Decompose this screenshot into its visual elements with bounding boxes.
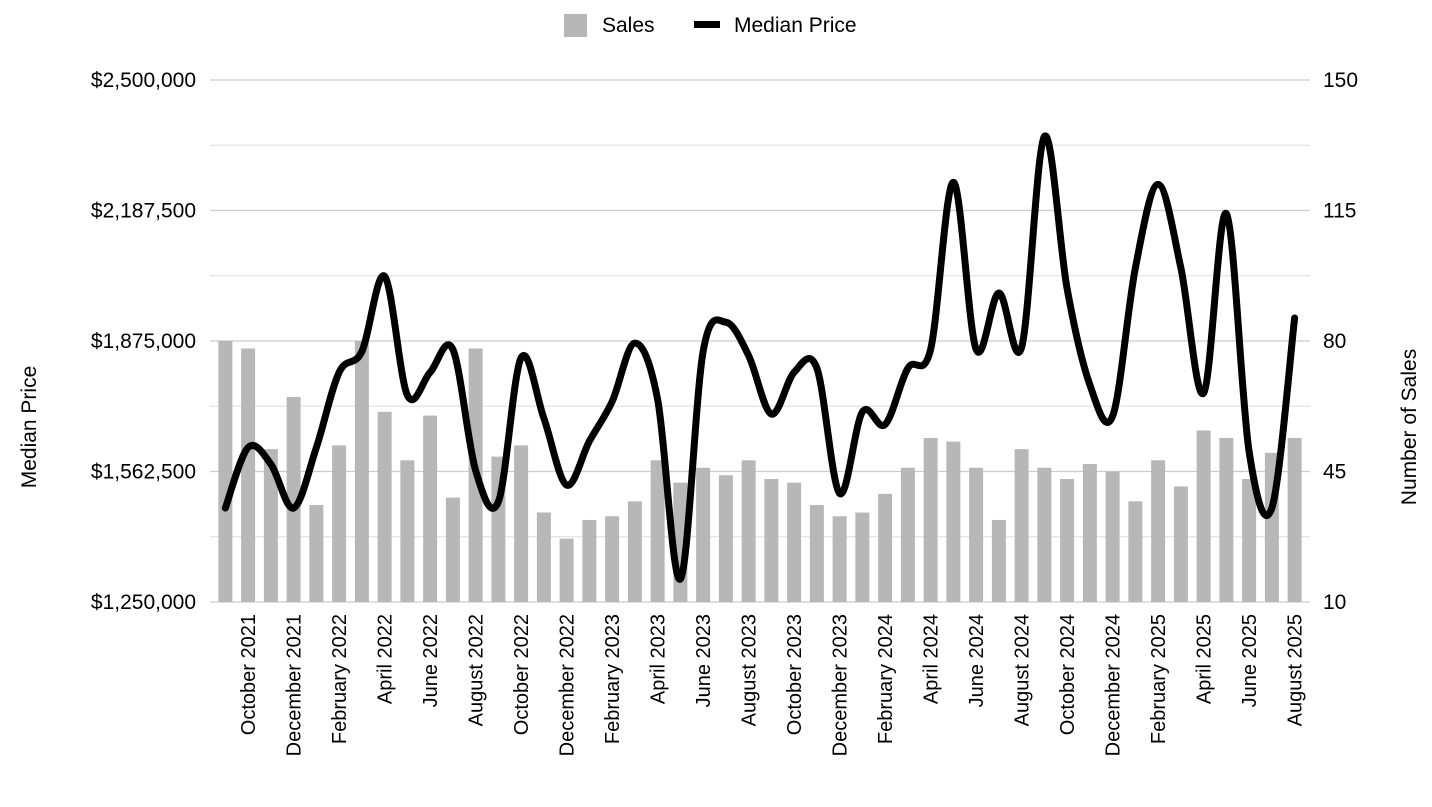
- left-axis-tick-label: $1,250,000: [91, 591, 196, 614]
- x-axis-tick-label: October 2022: [511, 614, 533, 735]
- left-axis: $1,250,000 $1,562,500 $1,875,000 $2,187,500…: [91, 69, 196, 614]
- sales-bar: [718, 475, 733, 602]
- sales-bar: [400, 460, 415, 602]
- legend-median-price-swatch: [694, 21, 720, 28]
- sales-bar: [696, 467, 711, 602]
- sales-bar: [582, 519, 597, 602]
- left-axis-tick-label: $2,187,500: [91, 200, 196, 223]
- sales-bar: [445, 497, 460, 602]
- sales-bar: [1196, 430, 1211, 602]
- right-axis-tick-label: 10: [1323, 591, 1346, 614]
- sales-bar: [218, 341, 233, 602]
- x-axis-tick-label: April 2022: [375, 614, 397, 704]
- sales-bar: [286, 396, 301, 602]
- sales-bar: [332, 445, 347, 602]
- x-axis-tick-label: April 2025: [1194, 614, 1216, 704]
- sales-bar: [1151, 460, 1166, 602]
- right-axis-tick-label: 115: [1323, 200, 1356, 223]
- median-price-line: [221, 132, 1299, 583]
- x-axis-tick-label: August 2022: [466, 614, 488, 726]
- x-axis-tick-label: December 2021: [284, 614, 306, 756]
- sales-bar: [354, 341, 369, 602]
- legend-sales-label: Sales: [602, 14, 655, 37]
- sales-bar: [627, 501, 642, 602]
- x-axis-tick-label: February 2023: [602, 614, 624, 744]
- gridlines: [210, 79, 1310, 603]
- sales-bar: [900, 467, 915, 602]
- sales-bar: [1082, 464, 1097, 602]
- median-price-line-group: [221, 132, 1299, 583]
- x-axis-tick-label: June 2025: [1239, 614, 1261, 707]
- x-axis-tick-label: August 2025: [1285, 614, 1307, 726]
- left-axis-title: Median Price: [18, 366, 41, 489]
- sales-bar: [923, 437, 938, 602]
- legend: Sales Median Price: [564, 14, 857, 37]
- sales-bar: [764, 478, 779, 602]
- sales-bar: [741, 460, 756, 602]
- x-axis-tick-label: August 2024: [1012, 614, 1034, 726]
- x-axis-tick-label: February 2022: [329, 614, 351, 744]
- x-axis-tick-label: February 2025: [1148, 614, 1170, 744]
- sales-bar: [878, 493, 893, 602]
- x-axis-tick-label: June 2022: [420, 614, 442, 707]
- right-axis-tick-label: 150: [1323, 69, 1358, 92]
- legend-median-price-label: Median Price: [734, 14, 857, 37]
- x-axis-tick-label: October 2023: [784, 614, 806, 735]
- sales-bar: [969, 467, 984, 602]
- legend-sales-swatch: [564, 14, 587, 37]
- sales-bar: [1219, 437, 1234, 602]
- sales-bars: [218, 341, 1302, 602]
- x-axis-tick-label: October 2024: [1057, 614, 1079, 735]
- left-axis-tick-label: $1,875,000: [91, 330, 196, 353]
- right-axis-tick-label: 80: [1323, 330, 1346, 353]
- sales-bar: [605, 516, 620, 602]
- sales-bar: [650, 460, 665, 602]
- sales-bar: [832, 516, 847, 602]
- left-axis-tick-label: $2,500,000: [91, 69, 196, 92]
- sales-bar: [423, 415, 438, 602]
- sales-bar: [1242, 478, 1257, 602]
- x-axis-tick-label: December 2022: [557, 614, 579, 756]
- x-axis-tick-label: August 2023: [739, 614, 761, 726]
- right-axis-tick-label: 45: [1323, 461, 1346, 484]
- sales-bar: [241, 348, 256, 602]
- sales-bar: [1287, 437, 1302, 602]
- sales-bar: [1060, 478, 1075, 602]
- x-axis-tick-label: December 2024: [1103, 614, 1125, 756]
- x-axis-tick-label: February 2024: [875, 614, 897, 744]
- x-axis-tick-label: October 2021: [238, 614, 260, 735]
- left-axis-tick-label: $1,562,500: [91, 461, 196, 484]
- x-axis-tick-label: June 2024: [966, 614, 988, 707]
- sales-bar: [559, 538, 574, 602]
- x-axis-tick-label: April 2023: [648, 614, 670, 704]
- x-axis-tick-label: December 2023: [830, 614, 852, 756]
- sales-bar: [536, 512, 551, 602]
- sales-bar: [946, 441, 961, 602]
- sales-bar: [377, 411, 392, 602]
- sales-bar: [855, 512, 870, 602]
- sales-bar: [991, 519, 1006, 602]
- sales-bar: [1173, 486, 1188, 602]
- x-axis-tick-label: April 2024: [921, 614, 943, 704]
- sales-bar: [1105, 471, 1120, 602]
- right-axis: 10 45 80 115 150: [1323, 69, 1358, 614]
- sales-bar: [1128, 501, 1143, 602]
- right-axis-title: Number of Sales: [1398, 349, 1421, 505]
- sales-bar: [263, 449, 278, 602]
- sales-bar: [1037, 467, 1052, 602]
- x-axis: October 2021 December 2021 February 2022 Ap…: [238, 614, 1307, 756]
- sales-bar: [309, 505, 324, 602]
- sales-bar: [514, 445, 529, 602]
- sales-bar: [787, 482, 802, 602]
- sales-bar: [1014, 449, 1029, 602]
- x-axis-tick-label: June 2023: [693, 614, 715, 707]
- sales-bar: [809, 505, 824, 602]
